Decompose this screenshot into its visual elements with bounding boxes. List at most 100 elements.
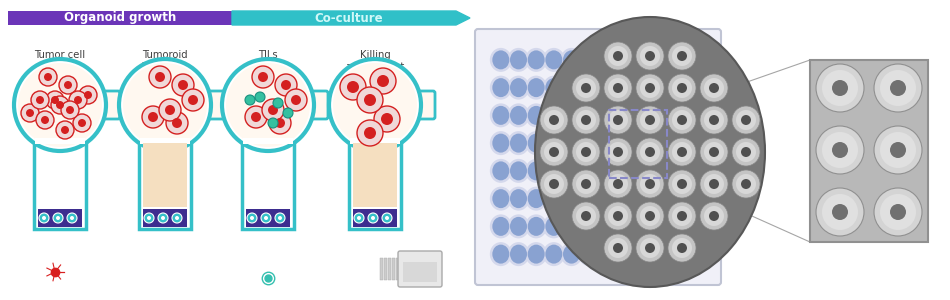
Ellipse shape — [545, 106, 562, 125]
Bar — [143, 209, 187, 227]
Ellipse shape — [684, 76, 706, 100]
Ellipse shape — [631, 159, 654, 183]
Ellipse shape — [527, 134, 544, 153]
Circle shape — [668, 138, 696, 166]
Polygon shape — [232, 11, 470, 25]
Circle shape — [604, 106, 632, 134]
Circle shape — [608, 206, 628, 226]
Ellipse shape — [507, 48, 529, 72]
Ellipse shape — [535, 17, 765, 287]
Circle shape — [148, 112, 158, 122]
Circle shape — [581, 211, 591, 221]
Circle shape — [581, 179, 591, 189]
Circle shape — [640, 174, 660, 194]
Ellipse shape — [616, 134, 633, 153]
Ellipse shape — [492, 161, 509, 180]
Circle shape — [147, 216, 151, 220]
Ellipse shape — [649, 214, 671, 239]
Circle shape — [668, 202, 696, 230]
Ellipse shape — [560, 131, 582, 155]
Ellipse shape — [667, 131, 689, 155]
Circle shape — [608, 238, 628, 258]
Circle shape — [672, 142, 692, 162]
Ellipse shape — [490, 103, 512, 127]
Circle shape — [677, 243, 687, 253]
Ellipse shape — [510, 189, 527, 208]
Ellipse shape — [598, 50, 616, 69]
Ellipse shape — [616, 50, 633, 69]
Circle shape — [700, 74, 728, 102]
Circle shape — [704, 142, 724, 162]
Circle shape — [880, 194, 916, 230]
Ellipse shape — [649, 131, 671, 155]
Circle shape — [275, 213, 285, 223]
Ellipse shape — [684, 242, 706, 266]
Circle shape — [672, 110, 692, 130]
Ellipse shape — [667, 103, 689, 127]
Circle shape — [357, 216, 361, 220]
Circle shape — [645, 147, 655, 157]
Circle shape — [645, 115, 655, 125]
Ellipse shape — [631, 48, 654, 72]
Ellipse shape — [634, 244, 651, 264]
Ellipse shape — [563, 106, 580, 125]
Ellipse shape — [510, 161, 527, 180]
Circle shape — [576, 78, 596, 98]
Ellipse shape — [616, 217, 633, 236]
Ellipse shape — [560, 76, 582, 100]
Circle shape — [732, 106, 760, 134]
Circle shape — [736, 142, 756, 162]
Ellipse shape — [542, 48, 565, 72]
Ellipse shape — [580, 189, 598, 208]
Circle shape — [166, 112, 188, 134]
Circle shape — [700, 202, 728, 230]
Ellipse shape — [542, 214, 565, 239]
Circle shape — [636, 138, 664, 166]
Circle shape — [51, 96, 69, 114]
Ellipse shape — [598, 189, 616, 208]
Ellipse shape — [492, 78, 509, 97]
Circle shape — [874, 188, 922, 236]
Circle shape — [704, 110, 724, 130]
Circle shape — [347, 81, 359, 93]
Bar — [140, 138, 190, 144]
Ellipse shape — [687, 78, 704, 97]
Circle shape — [56, 121, 74, 139]
Ellipse shape — [527, 217, 544, 236]
Ellipse shape — [687, 134, 704, 153]
Circle shape — [668, 234, 696, 262]
Bar — [38, 209, 82, 227]
Ellipse shape — [580, 78, 598, 97]
Circle shape — [668, 42, 696, 70]
Bar — [243, 138, 293, 144]
Circle shape — [340, 74, 366, 100]
Ellipse shape — [652, 189, 669, 208]
Circle shape — [608, 46, 628, 66]
Ellipse shape — [634, 78, 651, 97]
Circle shape — [636, 42, 664, 70]
Ellipse shape — [507, 187, 529, 211]
Circle shape — [172, 74, 194, 96]
Circle shape — [549, 115, 559, 125]
Bar — [380, 258, 383, 280]
Ellipse shape — [510, 50, 527, 69]
Circle shape — [608, 174, 628, 194]
Circle shape — [41, 116, 49, 124]
Circle shape — [252, 66, 274, 88]
Circle shape — [576, 174, 596, 194]
Circle shape — [581, 115, 591, 125]
Circle shape — [608, 78, 628, 98]
FancyBboxPatch shape — [475, 29, 721, 285]
Circle shape — [890, 204, 906, 220]
Ellipse shape — [545, 50, 562, 69]
Circle shape — [261, 213, 271, 223]
FancyBboxPatch shape — [411, 91, 435, 119]
Circle shape — [374, 106, 400, 132]
Ellipse shape — [631, 76, 654, 100]
Circle shape — [709, 115, 719, 125]
Circle shape — [268, 118, 278, 128]
Circle shape — [78, 119, 86, 127]
Circle shape — [382, 213, 392, 223]
Circle shape — [874, 64, 922, 112]
Ellipse shape — [563, 217, 580, 236]
